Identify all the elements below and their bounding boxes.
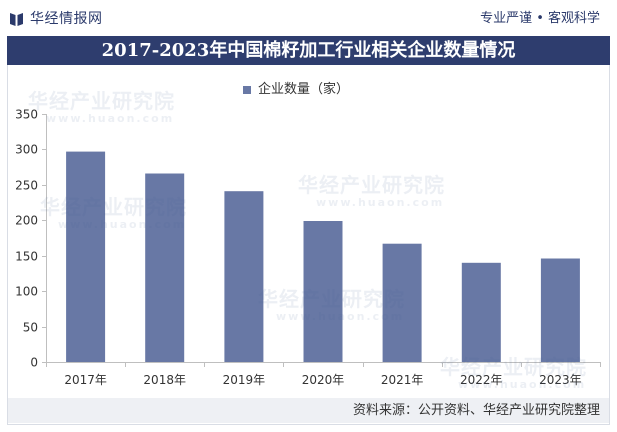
bar-2023 (540, 258, 580, 362)
bar-2017 (66, 151, 106, 362)
x-tick-label: 2023年 (539, 373, 582, 387)
y-tick-label: 50 (23, 321, 38, 335)
source-note: 资料来源：公开资料、华经产业研究院整理 (8, 398, 609, 423)
x-tick-label: 2021年 (381, 373, 424, 387)
x-tick-label: 2017年 (64, 373, 107, 387)
x-tick-label: 2018年 (143, 373, 186, 387)
x-tick-label: 2022年 (460, 373, 503, 387)
legend: 企业数量（家） (243, 82, 349, 98)
bar-2020 (303, 221, 343, 362)
y-tick-label: 250 (15, 179, 38, 193)
bar-2019 (224, 191, 264, 362)
y-tick-label: 200 (15, 214, 38, 228)
y-tick-label: 350 (15, 108, 38, 122)
bar-2022 (461, 262, 501, 362)
y-tick-label: 100 (15, 285, 38, 299)
legend-label: 企业数量（家） (258, 82, 350, 97)
x-tick-label: 2020年 (302, 373, 345, 387)
bar-2021 (382, 243, 422, 362)
y-tick-label: 300 (15, 143, 38, 157)
y-tick-label: 0 (30, 356, 38, 370)
y-tick-label: 150 (15, 250, 38, 264)
slogan: 专业严谨 • 客观科学 (480, 11, 600, 26)
legend-swatch (243, 86, 251, 94)
bar-2018 (145, 173, 185, 362)
brand[interactable]: 华经情报网 (9, 11, 103, 27)
book-icon (10, 13, 23, 26)
brand-name: 华经情报网 (30, 11, 103, 27)
chart-title: 2017-2023年中国棉籽加工行业相关企业数量情况 (7, 36, 610, 65)
x-tick-label: 2019年 (223, 373, 266, 387)
